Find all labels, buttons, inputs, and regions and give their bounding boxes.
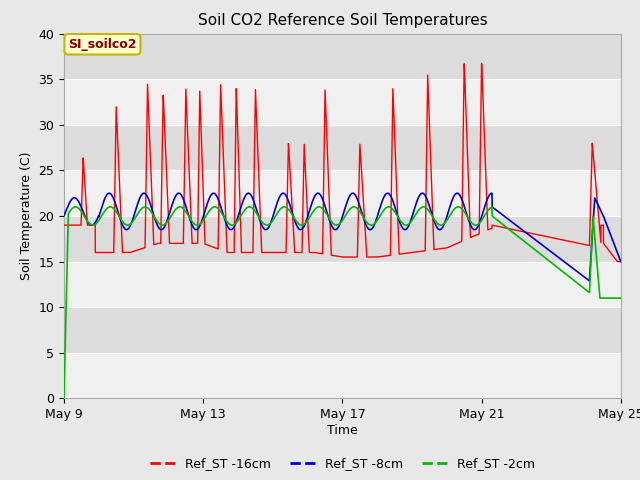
Bar bbox=[64, 170, 621, 216]
Bar bbox=[64, 216, 621, 262]
Bar bbox=[64, 307, 621, 353]
Y-axis label: Soil Temperature (C): Soil Temperature (C) bbox=[20, 152, 33, 280]
Bar bbox=[64, 125, 621, 170]
Bar bbox=[64, 79, 621, 125]
Bar bbox=[64, 353, 621, 398]
Text: SI_soilco2: SI_soilco2 bbox=[68, 38, 137, 51]
Legend: Ref_ST -16cm, Ref_ST -8cm, Ref_ST -2cm: Ref_ST -16cm, Ref_ST -8cm, Ref_ST -2cm bbox=[145, 452, 540, 475]
X-axis label: Time: Time bbox=[327, 424, 358, 437]
Bar bbox=[64, 34, 621, 79]
Title: Soil CO2 Reference Soil Temperatures: Soil CO2 Reference Soil Temperatures bbox=[198, 13, 487, 28]
Bar bbox=[64, 262, 621, 307]
